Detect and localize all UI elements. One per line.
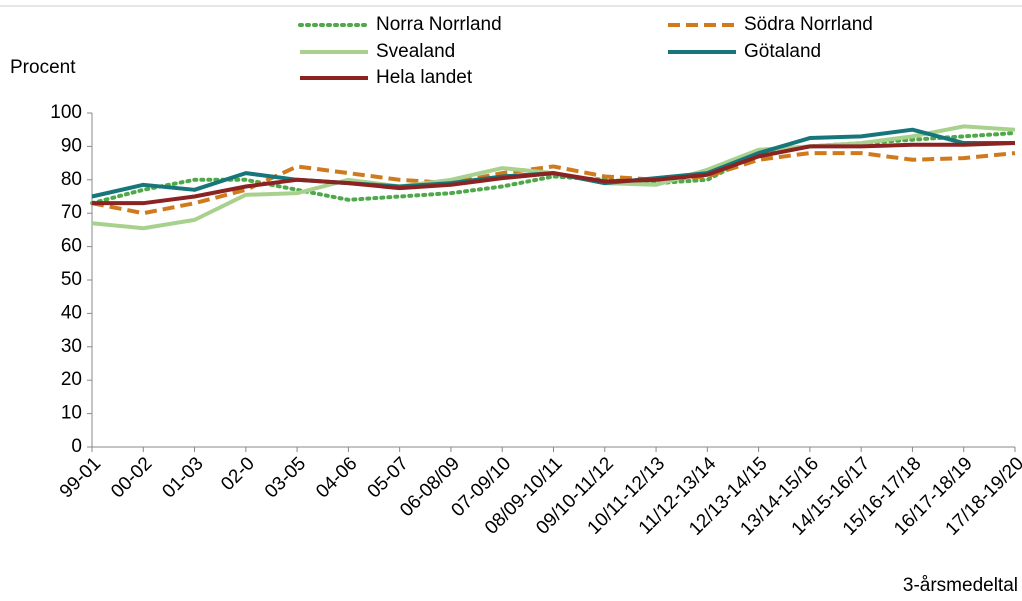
legend-label: Svealand <box>376 41 455 62</box>
y-tick-label: 100 <box>50 102 82 123</box>
y-tick-label: 70 <box>61 202 82 223</box>
y-axis-label: Procent <box>10 57 76 78</box>
y-tick-label: 60 <box>61 236 82 257</box>
series-line <box>91 151 1016 216</box>
x-tick-label: 04-06 <box>312 453 361 502</box>
legend-label: Norra Norrland <box>376 14 502 35</box>
y-tick-label: 40 <box>61 302 82 323</box>
legend-label: Södra Norrland <box>744 14 873 35</box>
y-tick-label: 30 <box>61 336 82 357</box>
legend-label: Hela landet <box>376 67 473 88</box>
x-tick-label: 03-05 <box>261 453 310 502</box>
x-axis-label: 3-årsmedeltal <box>903 575 1018 596</box>
y-tick-label: 10 <box>61 403 82 424</box>
x-tick-label: 01-03 <box>158 453 207 502</box>
y-tick-label: 80 <box>61 169 82 190</box>
series-line <box>92 141 1016 206</box>
y-tick-label: 20 <box>61 369 82 390</box>
y-tick-label: 0 <box>71 436 82 457</box>
x-tick-label: 99-01 <box>56 453 105 502</box>
x-tick-label: 00-02 <box>107 453 156 502</box>
legend-label: Götaland <box>744 41 821 62</box>
y-tick-label: 90 <box>61 135 82 156</box>
y-tick-label: 50 <box>61 269 82 290</box>
x-tick-label: 02-0 <box>217 453 259 495</box>
x-tick-label: 05-07 <box>364 453 413 502</box>
